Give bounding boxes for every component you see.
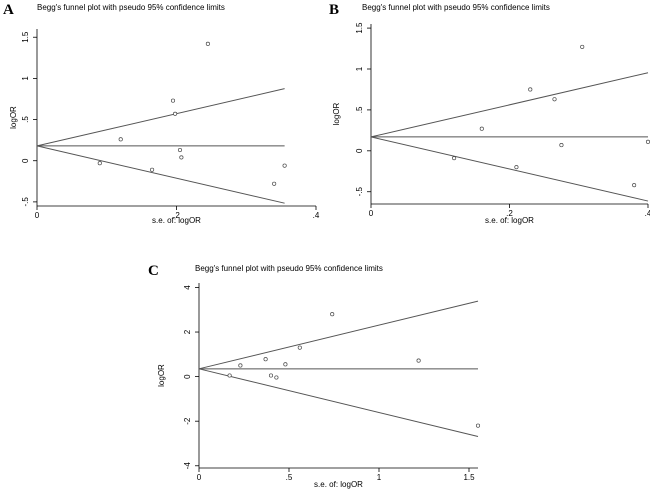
x-tick-label: .2 xyxy=(506,209,513,218)
x-tick-label: .5 xyxy=(286,473,293,482)
study-point xyxy=(150,167,155,172)
y-tick-label: 0 xyxy=(21,158,30,163)
y-tick-label: 1.5 xyxy=(355,22,364,34)
y-axis-label: logOR xyxy=(332,102,341,125)
x-tick-label: 1 xyxy=(377,473,382,482)
study-point xyxy=(283,362,288,367)
x-tick-label: 0 xyxy=(369,209,374,218)
x-tick-label: 1.5 xyxy=(463,473,475,482)
panel-letter: B xyxy=(329,2,339,18)
study-point xyxy=(177,147,183,153)
study-point xyxy=(268,373,274,378)
panel-a: A Begg's funnel plot with pseudo 95% conf… xyxy=(3,2,320,225)
x-tick-label: .4 xyxy=(645,209,650,218)
study-point xyxy=(514,165,519,170)
y-tick-label: 1 xyxy=(355,66,364,71)
lower-confidence-limit xyxy=(36,145,285,204)
panel-letter: A xyxy=(3,2,14,18)
study-point xyxy=(205,41,210,46)
lower-confidence-limit xyxy=(370,136,649,202)
study-point xyxy=(173,111,178,116)
study-point xyxy=(238,363,243,368)
y-tick-label: -.5 xyxy=(355,187,364,197)
study-point xyxy=(170,98,176,103)
y-axis-label: logOR xyxy=(9,106,18,129)
lower-confidence-limit xyxy=(198,368,479,438)
study-point xyxy=(475,423,481,428)
study-point xyxy=(297,345,302,350)
study-point xyxy=(552,97,557,102)
study-point xyxy=(452,156,457,161)
y-axis-label: logOR xyxy=(157,364,166,387)
y-tick-label: -2 xyxy=(183,417,192,425)
study-point xyxy=(179,155,184,160)
panel-b: B Begg's funnel plot with pseudo 95% conf… xyxy=(329,2,650,225)
study-point xyxy=(282,163,287,168)
study-point xyxy=(118,137,123,142)
y-tick-label: -.5 xyxy=(21,197,30,207)
y-tick-label: -4 xyxy=(183,462,192,470)
study-point xyxy=(274,375,279,380)
chart-title: Begg's funnel plot with pseudo 95% confi… xyxy=(195,264,383,273)
x-tick-label: 0 xyxy=(197,473,202,482)
study-point xyxy=(263,357,268,362)
y-tick-label: 1.5 xyxy=(21,31,30,43)
y-tick-label: .5 xyxy=(21,116,30,123)
x-tick-label: .2 xyxy=(173,211,180,220)
y-tick-label: 2 xyxy=(183,329,192,334)
upper-confidence-limit xyxy=(36,88,285,147)
chart-title: Begg's funnel plot with pseudo 95% confi… xyxy=(362,3,550,12)
y-tick-label: .5 xyxy=(355,106,364,113)
x-axis-label: s.e. of: logOR xyxy=(152,216,201,225)
study-point xyxy=(559,143,564,148)
x-tick-label: 0 xyxy=(35,211,40,220)
upper-confidence-limit xyxy=(198,300,479,370)
study-point xyxy=(580,44,585,49)
study-point xyxy=(227,373,232,378)
x-axis-label: s.e. of: logOR xyxy=(314,480,363,489)
study-point xyxy=(330,312,335,317)
study-point xyxy=(528,87,533,92)
x-axis-label: s.e. of: logOR xyxy=(485,216,534,225)
y-tick-label: 0 xyxy=(183,374,192,379)
study-point xyxy=(632,183,637,188)
y-tick-label: 4 xyxy=(183,285,192,290)
x-tick-label: .4 xyxy=(313,211,320,220)
panel-c: C Begg's funnel plot with pseudo 95% conf… xyxy=(148,263,481,489)
chart-title: Begg's funnel plot with pseudo 95% confi… xyxy=(37,3,225,12)
study-point xyxy=(416,358,421,363)
y-tick-label: 1 xyxy=(21,76,30,81)
y-tick-label: 0 xyxy=(355,148,364,153)
upper-confidence-limit xyxy=(370,72,649,138)
panel-letter: C xyxy=(148,263,159,279)
study-point xyxy=(479,126,484,131)
study-point xyxy=(645,139,650,144)
study-point xyxy=(97,161,102,166)
study-point xyxy=(272,181,277,186)
